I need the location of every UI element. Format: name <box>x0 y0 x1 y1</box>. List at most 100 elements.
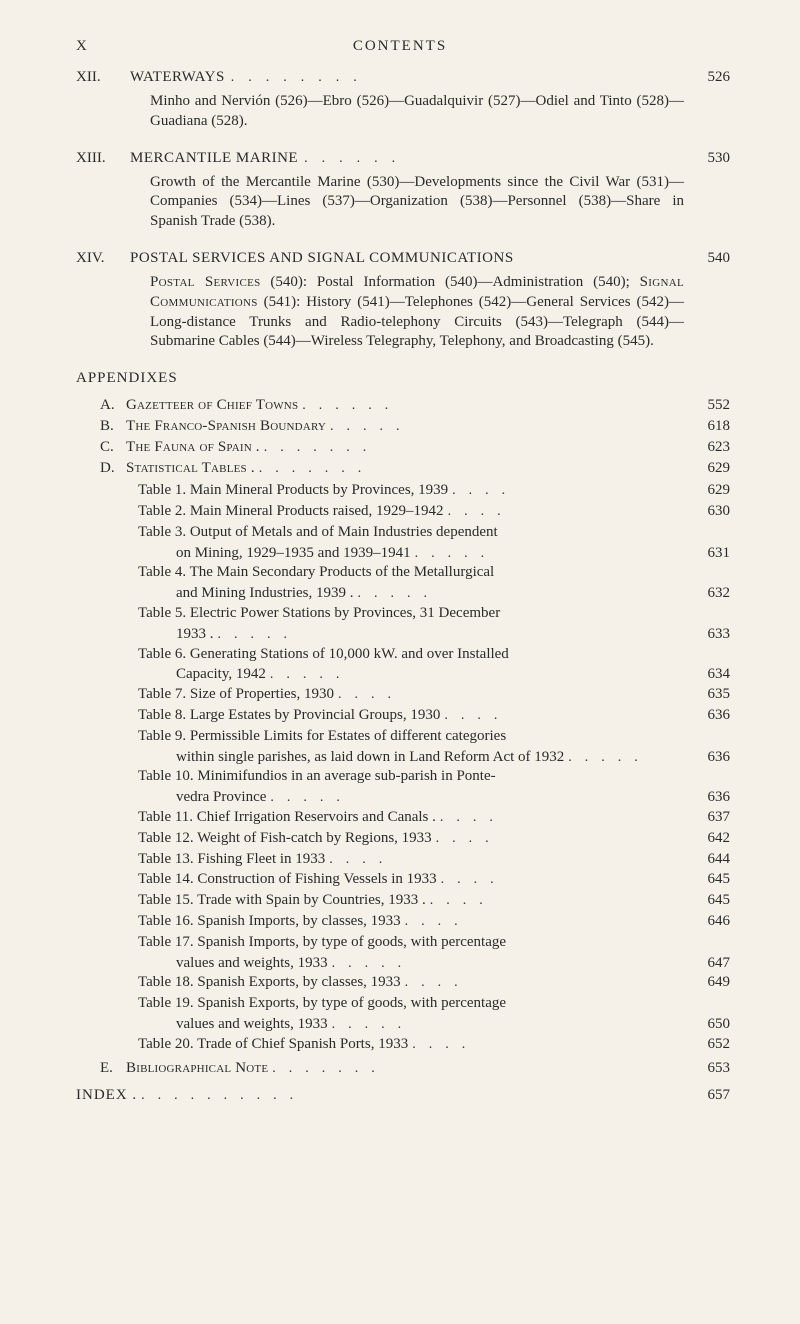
appendix-title: Gazetteer of Chief Towns <box>126 397 298 414</box>
table-entry-cont: Capacity, 1942.....634 <box>76 665 730 685</box>
table-entry: Table 1. Main Mineral Products by Provin… <box>76 481 730 501</box>
chapter-14: XIV. POSTAL SERVICES AND SIGNAL COMMUNIC… <box>76 250 730 352</box>
page-ref: 526 <box>692 69 730 86</box>
page-ref: 552 <box>692 397 730 414</box>
leader-dots: ..... <box>266 789 692 807</box>
page-ref: 618 <box>692 418 730 435</box>
page-ref: 647 <box>692 954 730 974</box>
leader-dots: ...... <box>298 398 692 414</box>
table-text: Table 12. Weight of Fish-catch by Region… <box>138 829 432 849</box>
chapter-body: Postal Services (540): Postal Informatio… <box>76 273 730 352</box>
appendix-letter: A. <box>100 397 126 414</box>
table-text: Table 9. Permissible Limits for Estates … <box>138 727 506 747</box>
page-ref: 629 <box>692 460 730 477</box>
header-title: CONTENTS <box>353 38 447 55</box>
table-text: Table 13. Fishing Fleet in 1933 <box>138 850 325 870</box>
page-ref: 645 <box>692 870 730 890</box>
leader-dots: ..... <box>326 419 692 435</box>
leader-dots: ..... <box>328 1016 692 1034</box>
appendix-b: B. The Franco-Spanish Boundary ..... 618 <box>76 418 730 435</box>
table-text: Table 8. Large Estates by Provincial Gro… <box>138 706 440 726</box>
leader-dots: ..... <box>564 749 692 767</box>
page-ref: 530 <box>692 150 730 167</box>
appendix-title: The Franco-Spanish Boundary <box>126 418 326 435</box>
table-text: Table 17. Spanish Imports, by type of go… <box>138 933 506 953</box>
table-text: Table 2. Main Mineral Products raised, 1… <box>138 502 444 522</box>
chapter-body: Minho and Nervión (526)—Ebro (526)—Guada… <box>76 92 730 132</box>
table-entry: Table 5. Electric Power Stations by Prov… <box>76 604 730 624</box>
table-text: 1933 . <box>176 625 214 645</box>
table-text: Table 1. Main Mineral Products by Provin… <box>138 481 448 501</box>
appendix-letter: B. <box>100 418 126 435</box>
table-entry: Table 6. Generating Stations of 10,000 k… <box>76 645 730 665</box>
table-text: on Mining, 1929–1935 and 1939–1941 <box>176 544 411 564</box>
leader-dots: ....... <box>260 440 692 456</box>
leader-dots: ........ <box>225 70 692 86</box>
page-ref: 634 <box>692 665 730 685</box>
appendix-title: Statistical Tables . <box>126 460 255 477</box>
page-ref: 636 <box>692 706 730 726</box>
table-entry: Table 4. The Main Secondary Products of … <box>76 563 730 583</box>
chapter-title: WATERWAYS <box>130 69 225 86</box>
table-text: Capacity, 1942 <box>176 665 266 685</box>
index-row: INDEX . .......... 657 <box>76 1087 730 1104</box>
page-ref: 644 <box>692 850 730 870</box>
table-entry: Table 2. Main Mineral Products raised, 1… <box>76 502 730 522</box>
table-entry: Table 14. Construction of Fishing Vessel… <box>76 870 730 890</box>
table-text: Table 10. Minimifundios in an average su… <box>138 767 496 787</box>
leader-dots: .... <box>426 892 692 910</box>
table-text: Table 20. Trade of Chief Spanish Ports, … <box>138 1035 408 1055</box>
table-entry: Table 19. Spanish Exports, by type of go… <box>76 994 730 1014</box>
table-entry: Table 12. Weight of Fish-catch by Region… <box>76 829 730 849</box>
leader-dots: ..... <box>411 545 692 563</box>
leader-dots: .... <box>436 809 692 827</box>
table-entry-cont: values and weights, 1933.....650 <box>76 1015 730 1035</box>
smallcaps-run: Postal Services <box>150 274 261 290</box>
appendix-d: D. Statistical Tables . ....... 629 <box>76 460 730 477</box>
leader-dots: ....... <box>268 1061 692 1077</box>
leader-dots: ..... <box>354 585 693 603</box>
page-ref: 642 <box>692 829 730 849</box>
leader-dots: .... <box>325 851 692 869</box>
leader-dots: .... <box>437 871 692 889</box>
table-entry: Table 10. Minimifundios in an average su… <box>76 767 730 787</box>
leader-dots: ..... <box>266 666 692 684</box>
table-entry-cont: and Mining Industries, 1939 ......632 <box>76 584 730 604</box>
leader-dots: .... <box>408 1036 692 1054</box>
table-entry: Table 15. Trade with Spain by Countries,… <box>76 891 730 911</box>
chapter-13: XIII. MERCANTILE MARINE ...... 530 Growt… <box>76 150 730 232</box>
table-text: Table 7. Size of Properties, 1930 <box>138 685 334 705</box>
appendix-letter: C. <box>100 439 126 456</box>
leader-dots: .... <box>401 974 692 992</box>
page-number-roman: X <box>76 38 87 55</box>
table-entry: Table 11. Chief Irrigation Reservoirs an… <box>76 808 730 828</box>
table-text: Table 18. Spanish Exports, by classes, 1… <box>138 973 401 993</box>
page-ref: 652 <box>692 1035 730 1055</box>
table-entry: Table 16. Spanish Imports, by classes, 1… <box>76 912 730 932</box>
table-entry-cont: within single parishes, as laid down in … <box>76 748 730 768</box>
page-ref: 635 <box>692 685 730 705</box>
appendix-c: C. The Fauna of Spain . ....... 623 <box>76 439 730 456</box>
leader-dots: ....... <box>255 461 692 477</box>
table-entry-cont: vedra Province.....636 <box>76 788 730 808</box>
table-entry: Table 18. Spanish Exports, by classes, 1… <box>76 973 730 993</box>
table-text: values and weights, 1933 <box>176 1015 328 1035</box>
page-ref: 631 <box>692 544 730 564</box>
table-entry: Table 8. Large Estates by Provincial Gro… <box>76 706 730 726</box>
page-ref: 636 <box>692 748 730 768</box>
table-text: Table 4. The Main Secondary Products of … <box>138 563 494 583</box>
chapter-number: XIV. <box>76 250 130 267</box>
page-header: X CONTENTS <box>76 38 730 55</box>
appendixes-title: APPENDIXES <box>76 370 730 387</box>
page-ref: 540 <box>692 250 730 267</box>
table-text: vedra Province <box>176 788 266 808</box>
table-entry: Table 17. Spanish Imports, by type of go… <box>76 933 730 953</box>
table-entry-cont: values and weights, 1933.....647 <box>76 954 730 974</box>
chapter-number: XIII. <box>76 150 130 167</box>
page-ref: 637 <box>692 808 730 828</box>
table-text: Table 15. Trade with Spain by Countries,… <box>138 891 426 911</box>
table-entry-cont: 1933 ......633 <box>76 625 730 645</box>
chapter-title: MERCANTILE MARINE <box>130 150 298 167</box>
page-ref: 629 <box>692 481 730 501</box>
chapter-title: POSTAL SERVICES AND SIGNAL COMMUNICATION… <box>130 250 514 267</box>
